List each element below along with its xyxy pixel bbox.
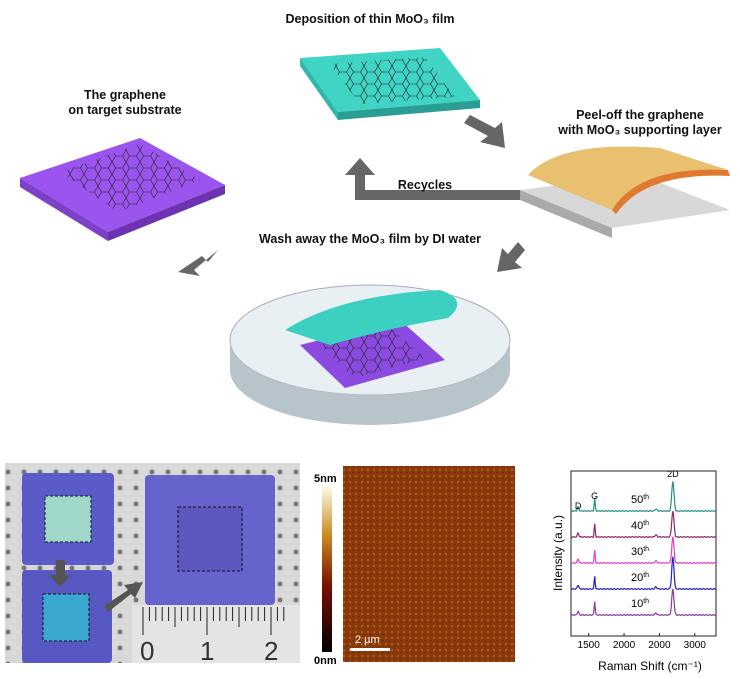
raman-chart: 1500 2000 2000 3000 50th 40th 30th 20th 10th DG 2D — [570, 469, 717, 651]
raman-series-line — [570, 588, 717, 617]
ruler-label-2: 2 — [264, 636, 278, 666]
raman-series-line — [570, 510, 717, 539]
ruler-label-0: 0 — [140, 636, 154, 666]
afm-colorbar — [322, 486, 332, 652]
arrow-left-down-icon — [178, 250, 218, 276]
label-wash: Wash away the MoO₃ film by DI water — [258, 232, 482, 246]
x-tick-label: 2000 — [648, 640, 671, 651]
plot-frame — [570, 470, 717, 637]
label-target-1: The graphene — [84, 88, 166, 102]
x-tick-label: 2000 — [613, 640, 636, 651]
label-deposition: Deposition of thin MoO₃ film — [285, 12, 455, 26]
label-recycles: Recycles — [397, 178, 453, 192]
raman-series-line — [570, 536, 717, 565]
arrow-left-down-icon — [497, 242, 525, 272]
graphene-target-sample — [20, 138, 225, 241]
moo3-graphene-sample — [300, 48, 480, 120]
label-peel-1: Peel-off the graphene — [576, 108, 704, 122]
peak-label: D — [575, 501, 582, 511]
series-label: 30th — [631, 546, 649, 558]
afm-image — [343, 466, 515, 662]
x-tick-label: 1500 — [578, 640, 601, 651]
afm-scale-min: 0nm — [314, 655, 337, 667]
petri-dish — [229, 284, 511, 425]
peeled-sample — [520, 146, 730, 238]
afm-scale-max: 5nm — [314, 473, 337, 485]
series-label: 50th — [631, 494, 649, 506]
x-axis-label: Raman Shift (cm⁻¹) — [598, 659, 702, 673]
process-arrows — [178, 115, 525, 276]
raman-series-line — [570, 556, 716, 591]
series-label: 40th — [631, 520, 649, 532]
recycle-arrow-icon — [345, 158, 520, 200]
transfer-photo — [5, 463, 300, 663]
y-axis-label: Intensity (a.u.) — [551, 515, 565, 591]
label-target-2: on target substrate — [68, 103, 182, 117]
series-label: 10th — [631, 598, 649, 610]
label-peel-2: with MoO₃ supporting layer — [558, 123, 722, 137]
afm-scale-bar-label: 2 µm — [355, 634, 380, 646]
peak-label: 2D — [667, 469, 679, 479]
afm-scale-bar — [350, 648, 390, 651]
arrow-right-down-icon — [464, 115, 505, 148]
raman-series-line — [570, 481, 716, 513]
ruler-ticks — [142, 607, 285, 635]
x-tick-label: 3000 — [684, 640, 707, 651]
ruler-label-1: 1 — [200, 636, 214, 666]
peak-label: G — [591, 491, 598, 501]
series-label: 20th — [631, 572, 649, 584]
